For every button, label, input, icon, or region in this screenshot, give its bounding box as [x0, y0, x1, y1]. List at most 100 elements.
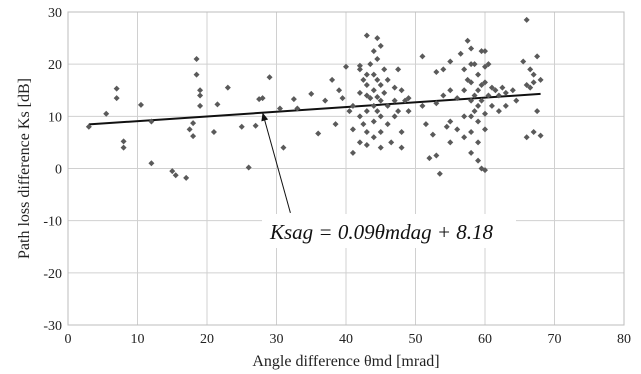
data-point	[377, 97, 384, 104]
annotation-layer: Ksag = 0.09θmdag + 8.18	[261, 112, 516, 248]
data-point	[405, 108, 412, 115]
data-point	[433, 100, 440, 107]
data-point	[468, 61, 475, 68]
y-tick-label: -20	[43, 267, 62, 282]
data-point	[485, 92, 492, 99]
data-point	[530, 71, 537, 78]
data-point	[447, 58, 454, 65]
data-point	[266, 74, 273, 81]
data-point	[190, 133, 197, 140]
data-point	[214, 101, 221, 108]
data-point	[280, 144, 287, 151]
data-point	[488, 102, 495, 109]
y-tick-label: 0	[55, 163, 62, 178]
data-point	[422, 121, 429, 128]
data-point	[374, 35, 381, 42]
data-point	[492, 87, 499, 94]
data-point	[183, 174, 190, 181]
data-point	[259, 95, 266, 102]
data-point	[276, 105, 283, 112]
x-tick-label: 40	[339, 332, 353, 347]
data-point	[370, 87, 377, 94]
data-point	[461, 66, 468, 73]
y-tick-label: 10	[48, 110, 62, 125]
data-point	[482, 63, 488, 70]
data-point	[419, 53, 426, 60]
x-tick-labels: 0 10 20 30 40 50 60 70 80	[65, 332, 632, 347]
data-point	[252, 122, 259, 129]
data-point	[374, 108, 381, 115]
data-point	[426, 155, 433, 162]
x-tick-label: 50	[409, 332, 423, 347]
data-point	[468, 128, 475, 135]
data-point	[367, 95, 374, 102]
data-point	[391, 113, 398, 120]
x-tick-label: 30	[270, 332, 284, 347]
data-point	[440, 92, 447, 99]
data-point	[370, 118, 377, 125]
data-point	[370, 48, 377, 55]
data-point	[377, 128, 384, 135]
data-point	[377, 42, 384, 49]
x-tick-label: 60	[478, 332, 492, 347]
data-points	[85, 16, 544, 181]
annotation-arrowhead	[261, 112, 269, 122]
data-point	[447, 87, 454, 94]
data-point	[468, 97, 475, 104]
x-tick-label: 80	[617, 332, 631, 347]
data-point	[482, 110, 488, 117]
data-point	[440, 66, 447, 73]
trendline-layer	[88, 92, 541, 126]
y-tick-label: 30	[48, 6, 62, 21]
data-point	[485, 61, 492, 68]
y-tick-labels: -30 -20 -10 0 10 20 30	[43, 6, 62, 334]
data-point	[475, 118, 482, 125]
data-point	[186, 126, 193, 133]
data-point	[482, 48, 488, 55]
data-point	[190, 120, 197, 127]
data-point	[402, 97, 409, 104]
data-point	[210, 128, 217, 135]
data-point	[468, 149, 475, 156]
data-point	[294, 105, 301, 112]
data-point	[315, 130, 322, 137]
data-point	[172, 172, 179, 179]
data-point	[343, 63, 349, 70]
data-point	[495, 92, 502, 99]
data-point	[475, 102, 482, 109]
data-point	[346, 108, 353, 115]
data-point	[433, 152, 440, 159]
data-point	[363, 128, 370, 135]
data-point	[530, 128, 537, 135]
data-point	[290, 96, 297, 103]
data-point	[447, 139, 454, 146]
data-point	[436, 170, 443, 177]
data-point	[374, 94, 381, 101]
data-point	[356, 139, 363, 146]
data-point	[537, 132, 544, 139]
data-point	[391, 97, 398, 104]
data-point	[363, 82, 370, 89]
y-axis-label: Path loss difference Ks [dB]	[16, 78, 33, 259]
data-point	[447, 118, 454, 125]
data-point	[148, 160, 155, 167]
data-point	[381, 89, 388, 96]
data-point	[471, 61, 478, 68]
data-point	[520, 58, 527, 65]
data-point	[502, 89, 509, 96]
data-point	[360, 76, 367, 83]
data-point	[457, 50, 464, 57]
data-point	[370, 71, 377, 78]
data-point	[461, 134, 468, 141]
data-point	[363, 32, 370, 39]
data-point	[523, 82, 530, 89]
data-point	[148, 118, 155, 125]
data-point	[381, 66, 388, 73]
data-point	[398, 128, 405, 135]
data-point	[471, 108, 478, 115]
annotation-arrow-line	[262, 112, 291, 213]
data-point	[374, 55, 381, 62]
data-point	[384, 121, 391, 128]
